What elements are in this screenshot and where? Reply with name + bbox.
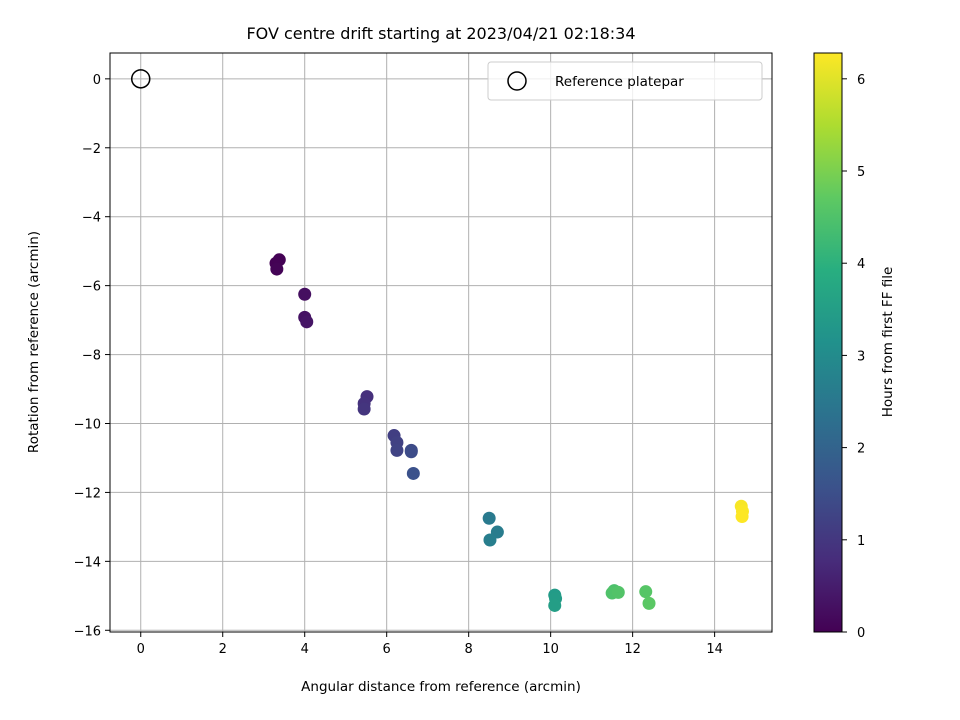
data-point-11 — [390, 443, 404, 457]
y-tick-label-7: −14 — [74, 555, 101, 570]
data-point-14 — [406, 466, 420, 480]
y-tick-label-1: −2 — [82, 142, 101, 157]
x-tick-label-2: 4 — [301, 642, 309, 657]
x-ticks: 0 2 4 6 8 10 12 14 — [137, 632, 723, 657]
x-tick-label-0: 0 — [137, 642, 145, 657]
x-tick-label-5: 10 — [542, 642, 559, 657]
data-point-24 — [639, 585, 653, 599]
y-tick-label-0: 0 — [93, 73, 101, 88]
data-point-2 — [270, 262, 284, 276]
x-axis-label: Angular distance from reference (arcmin) — [301, 679, 581, 695]
data-point-17 — [483, 533, 497, 547]
colorbar-tick-label-2: 2 — [857, 442, 865, 457]
legend: Reference platepar — [487, 61, 763, 101]
y-tick-label-2: −4 — [82, 211, 101, 226]
data-point-20 — [548, 598, 562, 612]
data-point-5 — [300, 315, 314, 329]
colorbar-tick-label-4: 4 — [857, 257, 865, 272]
x-tick-label-6: 12 — [624, 642, 641, 657]
chart-title: FOV centre drift starting at 2023/04/21 … — [246, 24, 635, 43]
y-axis-label: Rotation from reference (arcmin) — [26, 231, 42, 453]
legend-entry-reference: Reference platepar — [555, 74, 684, 90]
colorbar-tick-label-3: 3 — [857, 349, 865, 364]
grid — [110, 53, 772, 632]
y-tick-label-5: −10 — [74, 417, 101, 432]
y-ticks: 0 −2 −4 −6 −8 −10 −12 −14 −16 — [74, 73, 110, 639]
x-tick-label-4: 8 — [465, 642, 473, 657]
x-tick-label-1: 2 — [219, 642, 227, 657]
colorbar-tick-label-0: 0 — [857, 626, 865, 641]
colorbar-label: Hours from first FF file — [880, 267, 896, 418]
data-point-25 — [642, 596, 656, 610]
reference-marker — [130, 69, 151, 89]
axes-frame — [109, 52, 773, 633]
colorbar-tick-label-6: 6 — [857, 73, 865, 88]
colorbar-tick-label-5: 5 — [857, 165, 865, 180]
data-point-23 — [611, 585, 625, 599]
colorbar-ticks: 0 1 2 3 4 5 6 — [842, 73, 865, 641]
data-point-8 — [357, 402, 371, 416]
y-tick-label-3: −6 — [82, 280, 101, 295]
y-tick-label-6: −12 — [74, 486, 101, 501]
legend-box — [487, 61, 763, 101]
x-tick-label-7: 14 — [706, 642, 723, 657]
colorbar-tick-label-1: 1 — [857, 534, 865, 549]
y-tick-label-8: −16 — [74, 624, 101, 639]
data-points — [269, 253, 749, 612]
x-tick-label-3: 6 — [383, 642, 391, 657]
legend-marker — [507, 71, 527, 91]
data-point-13 — [404, 445, 418, 459]
data-point-3 — [298, 287, 312, 301]
data-point-15 — [482, 511, 496, 525]
data-point-28 — [735, 510, 749, 524]
y-tick-label-4: −8 — [82, 349, 101, 364]
colorbar — [813, 52, 843, 633]
